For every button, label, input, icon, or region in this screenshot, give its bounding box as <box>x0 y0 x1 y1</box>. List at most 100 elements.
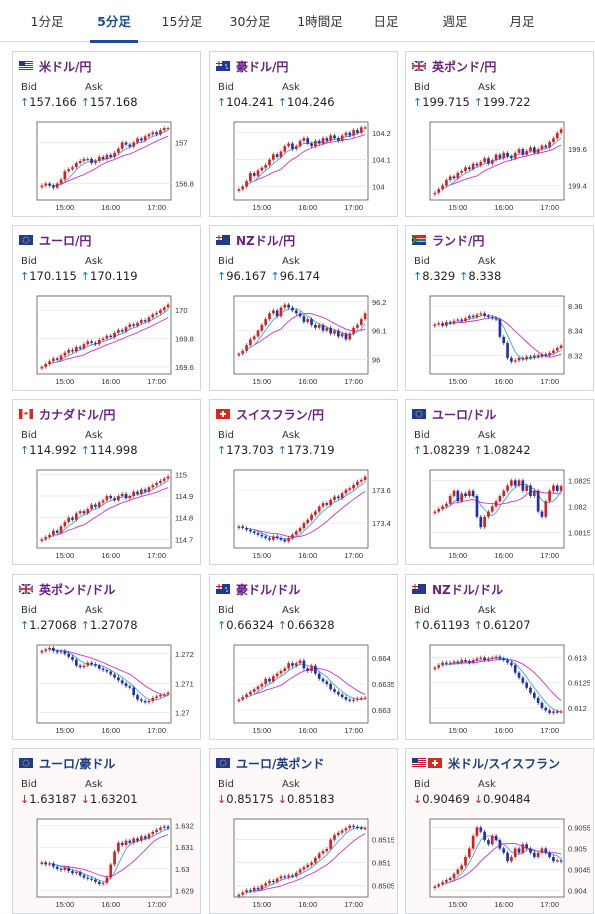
rate-card[interactable]: カナダドル/円 Bid Ask ↑114.992 ↑114.998 115 114.9 114… <box>12 399 201 565</box>
rate-card[interactable]: 英ポンド/ドル Bid Ask ↑1.27068 ↑1.27078 1.272 1.271 1… <box>12 574 201 740</box>
candle-up <box>329 135 333 141</box>
tab-6[interactable]: 週足 <box>442 14 468 29</box>
candle-down <box>264 536 268 539</box>
candle-up <box>283 304 287 308</box>
candlestick-chart[interactable]: 170 169.8 169.6 15:00 16:00 17:00 <box>17 290 197 386</box>
y-tick-label: 0.9055 <box>568 823 590 832</box>
tab-4[interactable]: 1時間足 <box>297 14 343 29</box>
candle-down <box>291 663 294 666</box>
candle-up <box>147 487 151 492</box>
rate-card[interactable]: 米ドル/円 Bid Ask ↑157.166 ↑157.168 157 156.8 15:00… <box>12 51 201 217</box>
card-header[interactable]: ユーロ/ドル <box>412 404 496 422</box>
candle-down <box>78 872 82 876</box>
candlestick-chart[interactable]: 8.36 8.34 8.32 15:00 16:00 17:00 <box>410 290 590 386</box>
card-header[interactable]: ランド/円 <box>412 230 484 248</box>
x-tick-label: 17:00 <box>147 377 166 386</box>
pair-name[interactable]: ユーロ/英ポンド <box>236 757 325 771</box>
candlestick-chart[interactable]: 0.613 0.6125 0.612 15:00 16:00 17:00 <box>410 639 590 735</box>
candle-down <box>120 842 124 845</box>
candle-up <box>555 860 559 862</box>
candlestick-chart[interactable]: 1.632 1.631 1.63 1.629 15:00 16:00 17:00 <box>17 813 197 909</box>
card-header[interactable]: ユーロ/英ポンド <box>216 753 324 771</box>
card-header[interactable]: ユーロ/豪ドル <box>19 753 115 771</box>
price-row: ↓0.90469 ↓0.90484 <box>413 792 531 806</box>
rate-card[interactable]: NZドル/円 Bid Ask ↑96.167 ↑96.174 96.2 96.1 96 15:0… <box>209 225 398 391</box>
rate-card[interactable]: ユーロ/英ポンド Bid Ask ↓0.85175 ↓0.85183 0.8515 0.85… <box>209 748 398 914</box>
candlestick-chart[interactable]: 0.9055 0.905 0.9045 0.904 15:00 16:00 17:00 <box>410 813 590 909</box>
pair-name[interactable]: 豪ドル/円 <box>236 60 289 74</box>
card-header[interactable]: 英ポンド/ドル <box>19 579 115 597</box>
tab-5[interactable]: 日足 <box>373 14 399 29</box>
card-header[interactable]: NZドル/円 <box>216 230 295 248</box>
pair-name[interactable]: ユーロ/ドル <box>432 408 497 422</box>
rate-card[interactable]: スイスフラン/円 Bid Ask ↑173.703 ↑173.719 173.6 173.4… <box>209 399 398 565</box>
price-row: ↑104.241 ↑104.246 <box>217 95 335 109</box>
price-row: ↓0.85175 ↓0.85183 <box>217 792 335 806</box>
y-tick-label: 115 <box>175 470 187 479</box>
candle-down <box>139 699 143 701</box>
card-header[interactable]: 豪ドル/ドル <box>216 579 300 597</box>
candle-up <box>256 330 260 337</box>
pair-name[interactable]: 英ポンド/円 <box>432 60 497 74</box>
x-tick-label: 15:00 <box>55 900 74 909</box>
tab-1[interactable]: 5分足 <box>86 0 142 43</box>
pair-name[interactable]: ユーロ/豪ドル <box>39 757 116 771</box>
pair-name[interactable]: ユーロ/円 <box>39 234 92 248</box>
candlestick-chart[interactable]: 1.0825 1.082 1.0815 15:00 16:00 17:00 <box>410 464 590 560</box>
card-header[interactable]: 米ドル/スイスフラン <box>412 753 560 771</box>
candlestick-chart[interactable]: 115 114.9 114.8 114.7 15:00 16:00 17:00 <box>17 464 197 560</box>
card-header[interactable]: ユーロ/円 <box>19 230 91 248</box>
x-tick-label: 17:00 <box>147 203 166 212</box>
candle-down <box>325 681 329 684</box>
pair-name[interactable]: 英ポンド/ドル <box>39 583 116 597</box>
rate-card[interactable]: ユーロ/円 Bid Ask ↑170.115 ↑170.119 170 169.8 169.6… <box>12 225 201 391</box>
candle-up <box>48 361 51 365</box>
pair-name[interactable]: スイスフラン/円 <box>236 408 325 422</box>
tab-7[interactable]: 月足 <box>509 14 535 29</box>
candle-down <box>52 863 55 867</box>
bid-price: 173.703 <box>226 443 274 457</box>
rate-card[interactable]: NZドル/ドル Bid Ask ↑0.61193 ↑0.61207 0.613 0.6125… <box>405 574 594 740</box>
candlestick-chart[interactable]: 1.272 1.271 1.27 15:00 16:00 17:00 <box>17 639 197 735</box>
pair-name[interactable]: NZドル/円 <box>236 234 296 248</box>
candlestick-chart[interactable]: 0.8515 0.851 0.8505 15:00 16:00 17:00 <box>214 813 394 909</box>
candle-up <box>237 526 241 528</box>
rate-card[interactable]: 豪ドル/ドル Bid Ask ↑0.66324 ↑0.66328 0.664 0.6635 0… <box>209 574 398 740</box>
rate-card[interactable]: 豪ドル/円 Bid Ask ↑104.241 ↑104.246 104.2 104.1 104… <box>209 51 398 217</box>
candlestick-chart[interactable]: 157 156.8 15:00 16:00 17:00 <box>17 116 197 212</box>
tab-2[interactable]: 15分足 <box>161 14 203 29</box>
rate-card[interactable]: ユーロ/豪ドル Bid Ask ↓1.63187 ↓1.63201 1.632 1.631 1… <box>12 748 201 914</box>
candle-down <box>97 881 101 884</box>
candle-up <box>63 171 67 180</box>
direction-arrow-icon: ↑ <box>277 96 287 109</box>
candlestick-chart[interactable]: 173.6 173.4 15:00 16:00 17:00 <box>214 464 394 560</box>
candle-up <box>139 836 143 841</box>
pair-name[interactable]: 豪ドル/ドル <box>236 583 301 597</box>
rate-card[interactable]: ユーロ/ドル Bid Ask ↑1.08239 ↑1.08242 1.0825 1.082 1… <box>405 399 594 565</box>
tab-3[interactable]: 30分足 <box>229 14 271 29</box>
x-tick-label: 16:00 <box>298 551 317 560</box>
pair-name[interactable]: 米ドル/スイスフラン <box>448 757 561 771</box>
rate-card[interactable]: 英ポンド/円 Bid Ask ↑199.715 ↑199.722 199.6 199.4 15… <box>405 51 594 217</box>
rate-card[interactable]: 米ドル/スイスフラン Bid Ask ↓0.90469 ↓0.90484 0.9055 0.… <box>405 748 594 914</box>
pair-name[interactable]: 米ドル/円 <box>39 60 92 74</box>
candle-up <box>241 697 245 700</box>
candle-down <box>498 840 502 849</box>
card-header[interactable]: カナダドル/円 <box>19 404 115 422</box>
card-header[interactable]: 英ポンド/円 <box>412 56 496 74</box>
card-header[interactable]: NZドル/ドル <box>412 579 503 597</box>
card-header[interactable]: 豪ドル/円 <box>216 56 288 74</box>
candlestick-chart[interactable]: 0.664 0.6635 0.663 15:00 16:00 17:00 <box>214 639 394 735</box>
candle-down <box>483 831 486 841</box>
card-header[interactable]: スイスフラン/円 <box>216 404 324 422</box>
candlestick-chart[interactable]: 104.2 104.1 104 15:00 16:00 17:00 <box>214 116 394 212</box>
candlestick-chart[interactable]: 199.6 199.4 15:00 16:00 17:00 <box>410 116 590 212</box>
pair-name[interactable]: ランド/円 <box>432 234 485 248</box>
candlestick-chart[interactable]: 96.2 96.1 96 15:00 16:00 17:00 <box>214 290 394 386</box>
card-header[interactable]: 米ドル/円 <box>19 56 91 74</box>
pair-name[interactable]: NZドル/ドル <box>432 583 504 597</box>
tab-0[interactable]: 1分足 <box>30 14 64 29</box>
bid-ask-labels: Bid Ask <box>414 430 496 441</box>
pair-name[interactable]: カナダドル/円 <box>39 408 116 422</box>
rate-card[interactable]: ランド/円 Bid Ask ↑8.329 ↑8.338 8.36 8.34 8.32 15:00… <box>405 225 594 391</box>
